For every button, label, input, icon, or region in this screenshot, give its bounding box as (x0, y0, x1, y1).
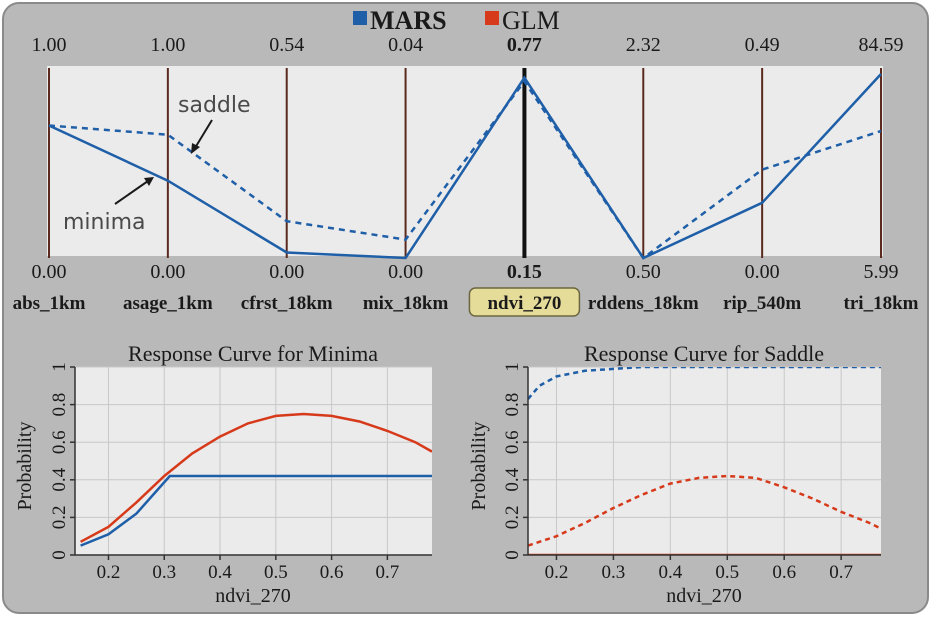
saddle-plot-background (528, 367, 881, 555)
axis-min-label: 0.15 (507, 261, 542, 283)
annotation-saddle: saddle (178, 93, 251, 118)
axis-highlight-box (468, 287, 581, 317)
axis-max-label: 0.04 (388, 34, 423, 56)
parallel-axes (48, 68, 882, 258)
response-curve-minima: Response Curve for Minima 0.2 0.3 0.4 0.5 0.… (14, 341, 432, 607)
y-tick-label: 0 (49, 550, 70, 560)
y-tick-label: 0.6 (502, 430, 523, 454)
axis-max-label: 0.54 (269, 34, 304, 56)
y-tick-label: 0.6 (49, 430, 70, 454)
x-tick-label: 0.6 (320, 562, 344, 583)
legend: MARS GLM (353, 6, 560, 35)
y-tick-label: 1 (502, 362, 523, 372)
y-tick-label: 0.8 (502, 393, 523, 417)
series-line-saddle (48, 79, 882, 260)
axis-name-label: tri_18km (844, 293, 919, 314)
legend-mars-swatch (353, 11, 367, 25)
curve-glm-dashed (528, 474, 881, 547)
annotations: saddle minima (63, 93, 251, 235)
axis-name-label: rip_540m (723, 293, 801, 314)
y-tick-label: 0 (502, 550, 523, 560)
curve-mars-dashed (528, 367, 881, 400)
x-tick-label: 0.2 (97, 562, 121, 583)
minima-ticks: 0.2 0.3 0.4 0.5 0.6 0.7 0 0.2 0.4 0.6 0.8 1 (49, 362, 432, 583)
minima-ylabel: Probability (14, 422, 36, 511)
parallel-labels: 1.00 0.00 abs_1km 1.00 0.00 asage_1km 0.54 0.00… (13, 34, 919, 317)
axis-min-label: 0.00 (745, 261, 780, 283)
parallel-lines (48, 73, 882, 260)
annotation-saddle-arrow (194, 119, 213, 149)
axis-name-label: ndvi_270 (487, 293, 561, 314)
axis-min-label: 0.00 (388, 261, 423, 283)
axis-max-label: 84.59 (859, 34, 904, 56)
response-curve-saddle: Response Curve for Saddle 0.2 0.3 0.4 0.5 0.… (468, 341, 881, 607)
legend-mars-label: MARS (370, 6, 447, 35)
saddle-lines (528, 367, 881, 555)
minima-plot-background (75, 367, 432, 555)
axis-name-label: rddens_18km (588, 293, 699, 314)
y-tick-label: 1 (49, 362, 70, 372)
minima-title: Response Curve for Minima (128, 341, 378, 366)
axis-min-label: 0.00 (269, 261, 304, 283)
saddle-ylabel: Probability (468, 422, 490, 511)
axis-min-label: 5.99 (864, 261, 899, 283)
y-tick-label: 0.4 (502, 467, 523, 491)
x-tick-label: 0.6 (772, 562, 796, 583)
minima-lines (80, 412, 432, 547)
axis-min-label: 0.00 (32, 261, 67, 283)
y-tick-label: 0.4 (49, 467, 70, 491)
legend-glm-swatch (485, 11, 499, 25)
minima-xlabel: ndvi_270 (215, 585, 291, 607)
x-tick-label: 0.3 (602, 562, 626, 583)
axis-max-label: 0.49 (745, 34, 780, 56)
y-tick-label: 0.2 (49, 506, 70, 530)
annotation-saddle-arrowhead (191, 143, 200, 154)
legend-glm-label: GLM (502, 6, 560, 35)
curve-mars-solid (80, 474, 432, 547)
annotation-minima-arrowhead (144, 177, 154, 186)
axis-name-label: mix_18km (363, 293, 449, 314)
x-tick-label: 0.5 (264, 562, 288, 583)
x-tick-label: 0.5 (715, 562, 739, 583)
curve-glm-solid (80, 412, 432, 543)
axis-name-label: asage_1km (123, 293, 213, 314)
saddle-title: Response Curve for Saddle (584, 341, 824, 366)
axis-min-label: 0.00 (150, 261, 185, 283)
saddle-grid (528, 366, 881, 556)
x-tick-label: 0.4 (658, 562, 682, 583)
axis-max-label: 1.00 (32, 34, 67, 56)
saddle-ticks: 0.2 0.3 0.4 0.5 0.6 0.7 0 0.2 0.4 0.6 0.8 1 (502, 362, 881, 583)
saddle-xlabel: ndvi_270 (666, 585, 742, 607)
x-tick-label: 0.7 (376, 562, 400, 583)
axis-max-label: 2.32 (626, 34, 661, 56)
y-tick-label: 0.8 (49, 393, 70, 417)
axis-name-label: abs_1km (13, 293, 86, 314)
axis-name-label: cfrst_18km (241, 293, 333, 314)
x-tick-label: 0.2 (545, 562, 569, 583)
x-tick-label: 0.4 (208, 562, 232, 583)
series-line-minima (48, 73, 882, 260)
y-tick-label: 0.2 (502, 506, 523, 530)
axis-max-label: 0.77 (507, 34, 542, 56)
axis-max-label: 1.00 (150, 34, 185, 56)
annotation-minima: minima (63, 210, 146, 235)
annotation-minima-arrow (114, 180, 149, 205)
x-tick-label: 0.7 (829, 562, 853, 583)
axis-min-label: 0.50 (626, 261, 661, 283)
x-tick-label: 0.3 (152, 562, 176, 583)
